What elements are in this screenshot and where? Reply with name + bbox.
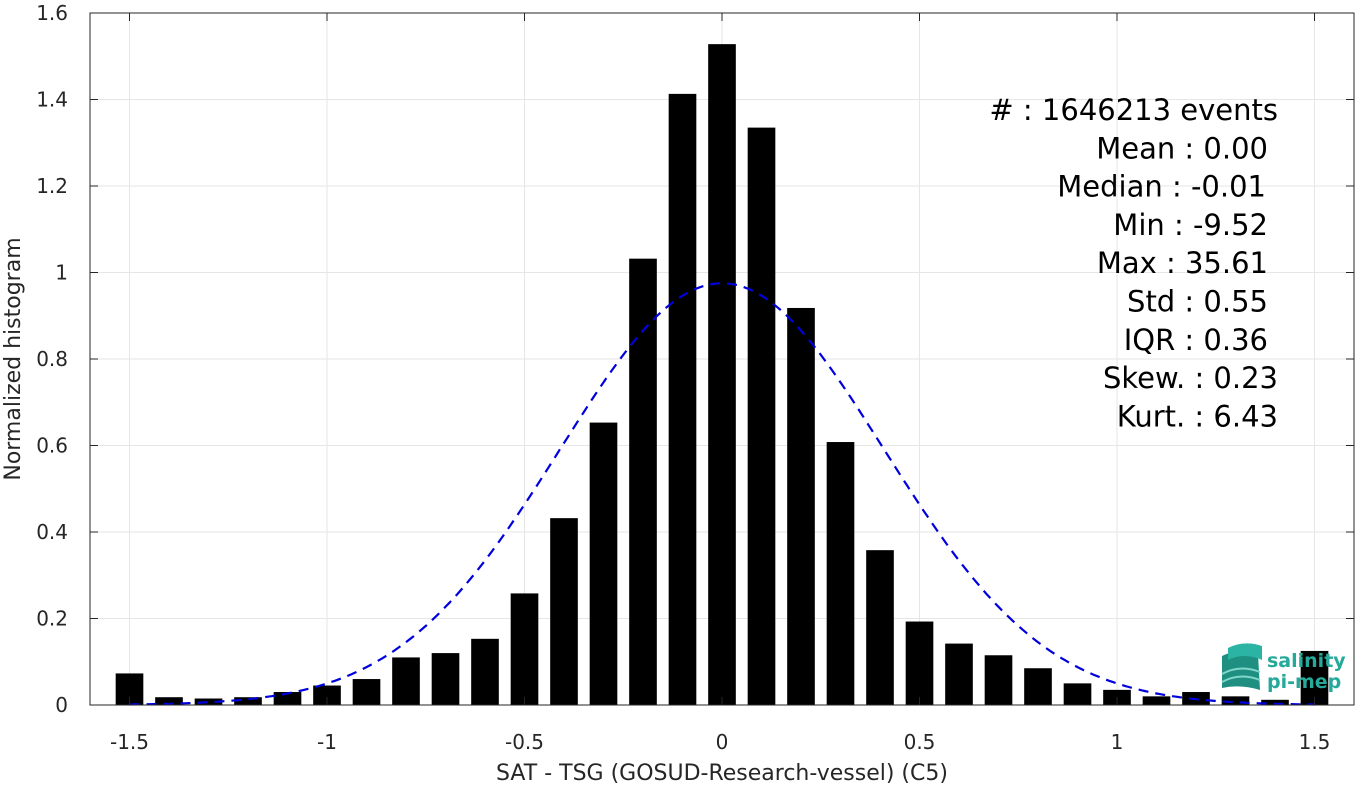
histogram-bar: [708, 44, 736, 705]
y-tick-label: 1: [55, 261, 68, 285]
histogram-bar: [747, 127, 776, 706]
stats-line: Max : 35.61: [1097, 246, 1268, 280]
histogram-bar: [589, 422, 618, 705]
histogram-bar: [471, 638, 499, 705]
histogram-bar: [1221, 696, 1250, 705]
histogram-bar: [273, 692, 302, 705]
histogram-bar: [431, 653, 460, 705]
y-tick-labels: 0 0.2 0.4 0.6 0.8 1 1.2 1.4 1.6: [36, 1, 68, 717]
y-axis-label: Normalized histogram: [1, 237, 26, 480]
x-tick-label: 1.5: [1299, 730, 1331, 754]
histogram-bar: [945, 643, 973, 705]
stats-line: Mean : 0.00: [1096, 131, 1268, 165]
y-tick-label: 0.6: [36, 434, 68, 458]
y-tick-label: 0.4: [36, 520, 68, 544]
histogram-bar: [668, 93, 697, 705]
histogram-bar: [1300, 650, 1329, 705]
histogram-bar: [234, 697, 262, 705]
histogram-bar: [905, 621, 934, 705]
histogram-bar: [1142, 696, 1171, 705]
histogram-bar: [826, 442, 855, 705]
x-tick-label: -1: [317, 730, 337, 754]
histogram-bar: [629, 258, 657, 705]
x-tick-label: -0.5: [505, 730, 544, 754]
histogram-bar: [155, 697, 183, 705]
y-tick-label: 0: [55, 693, 68, 717]
stats-box: # : 1646213 events Mean : 0.00 Median : -0…: [989, 93, 1278, 433]
histogram-bar: [194, 698, 223, 705]
y-tick-label: 1.2: [36, 174, 68, 198]
stats-line: Std : 0.55: [1127, 285, 1268, 319]
x-tick-label: 0: [716, 730, 729, 754]
logo-text-line2: pi-mep: [1267, 671, 1341, 693]
stats-line: Min : -9.52: [1113, 208, 1268, 242]
histogram-bars: [115, 44, 1329, 706]
histogram-bar: [1024, 668, 1052, 705]
y-tick-label: 1.6: [36, 1, 68, 25]
x-tick-labels: -1.5 -1 -0.5 0 0.5 1 1.5: [110, 730, 1330, 754]
histogram-bar: [313, 685, 341, 705]
histogram-bar: [984, 655, 1013, 705]
histogram-bar: [1261, 699, 1289, 705]
y-tick-label: 1.4: [36, 88, 68, 112]
stats-line: Median : -0.01: [1057, 170, 1266, 204]
histogram-bar: [866, 550, 894, 705]
histogram-bar: [392, 657, 420, 705]
logo-text-line1: salinity: [1267, 650, 1346, 672]
stats-line: IQR : 0.36: [1124, 323, 1268, 357]
histogram-bar: [1063, 683, 1092, 705]
histogram-bar: [550, 518, 578, 705]
logo-mark-icon: [1221, 643, 1262, 690]
histogram-bar: [787, 307, 815, 705]
stats-line: # : 1646213 events: [989, 93, 1278, 127]
x-axis-label: SAT - TSG (GOSUD-Research-vessel) (C5): [496, 761, 948, 785]
stats-line: Kurt. : 6.43: [1117, 399, 1278, 433]
x-tick-label: 1: [1111, 730, 1124, 754]
salinity-pi-mep-logo: salinity pi-mep: [1221, 643, 1346, 693]
histogram-bar: [352, 679, 381, 705]
stats-line: Skew. : 0.23: [1103, 361, 1278, 395]
x-tick-label: 0.5: [904, 730, 936, 754]
histogram-bar: [510, 593, 539, 705]
x-tick-label: -1.5: [110, 730, 149, 754]
axis-ticks: [90, 12, 1354, 706]
y-tick-label: 0.8: [36, 347, 68, 371]
y-tick-label: 0.2: [36, 607, 68, 631]
